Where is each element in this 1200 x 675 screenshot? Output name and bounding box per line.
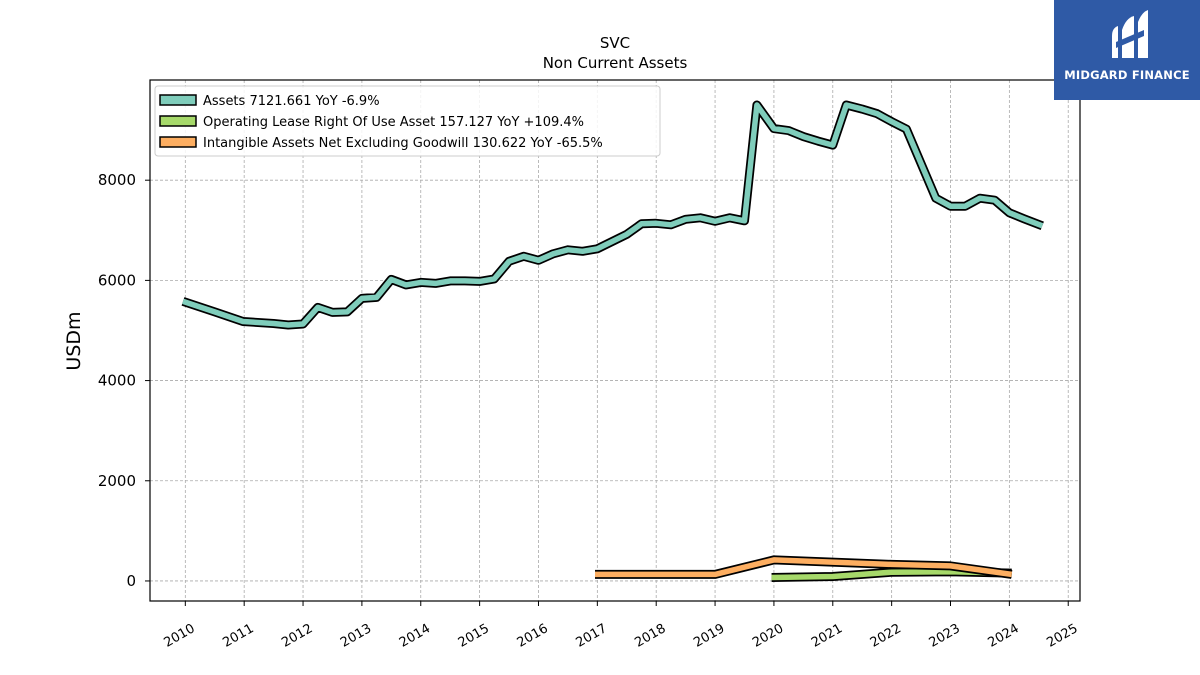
x-tick-label: 2017 xyxy=(574,621,610,651)
x-tick-label: 2022 xyxy=(868,621,904,651)
midgard-logo-icon xyxy=(1112,10,1148,58)
y-tick-label: 6000 xyxy=(98,271,136,289)
x-tick-label: 2025 xyxy=(1044,621,1080,651)
plot-area-frame xyxy=(149,79,1081,602)
series-line-stroke xyxy=(182,102,1044,328)
brand-name: MIDGARD FINANCE xyxy=(1064,68,1190,82)
x-axis-ticks: 2010 2011 2012 2013 2014 2015 2016 2017 2018 2019… xyxy=(161,601,1081,651)
legend-item: Assets 7121.661 YoY -6.9% xyxy=(159,94,380,109)
y-tick-label: 8000 xyxy=(98,171,136,189)
x-tick-label: 2013 xyxy=(338,621,374,651)
x-tick-label: 2023 xyxy=(927,621,963,651)
legend-box xyxy=(154,85,661,157)
chart-title: SVC xyxy=(600,34,630,52)
legend-item: Intangible Assets Net Excluding Goodwill… xyxy=(159,136,603,151)
grid-lines xyxy=(150,80,1080,601)
legend: Assets 7121.661 YoY -6.9% Operating Lease… xyxy=(154,85,661,157)
x-tick-label: 2014 xyxy=(397,621,433,651)
x-tick-label: 2024 xyxy=(986,621,1022,651)
legend-entries: Assets 7121.661 YoY -6.9% Operating Lease… xyxy=(159,94,603,151)
x-tick-label: 2020 xyxy=(750,621,786,651)
x-tick-label: 2010 xyxy=(161,621,197,651)
x-tick-label: 2011 xyxy=(220,621,256,651)
legend-item: Operating Lease Right Of Use Asset 157.1… xyxy=(159,115,584,130)
x-tick-label: 2021 xyxy=(809,621,845,651)
x-tick-label: 2018 xyxy=(632,621,668,651)
x-tick-label: 2015 xyxy=(456,621,492,651)
legend-swatch xyxy=(159,115,197,127)
y-tick-label: 2000 xyxy=(98,472,136,490)
series-layer xyxy=(181,100,1044,582)
x-tick-label: 2016 xyxy=(515,621,551,651)
legend-swatch xyxy=(159,136,197,148)
x-tick-label: 2012 xyxy=(279,621,315,651)
series-line xyxy=(181,100,1044,330)
y-axis-label: USDm xyxy=(63,311,85,370)
y-axis-ticks: 0 2000 4000 6000 8000 xyxy=(98,171,150,590)
series-line-stroke xyxy=(595,557,1013,578)
brand-logo: MIDGARD FINANCE xyxy=(1054,0,1200,100)
legend-label: Assets 7121.661 YoY -6.9% xyxy=(203,94,380,109)
x-tick-label: 2019 xyxy=(691,621,727,651)
legend-label: Intangible Assets Net Excluding Goodwill… xyxy=(203,136,603,151)
legend-label: Operating Lease Right Of Use Asset 157.1… xyxy=(203,115,584,130)
y-tick-label: 4000 xyxy=(98,372,136,390)
y-tick-label: 0 xyxy=(126,572,136,590)
chart-subtitle: Non Current Assets xyxy=(543,54,688,72)
series-line xyxy=(595,555,1013,579)
legend-swatch xyxy=(159,94,197,106)
